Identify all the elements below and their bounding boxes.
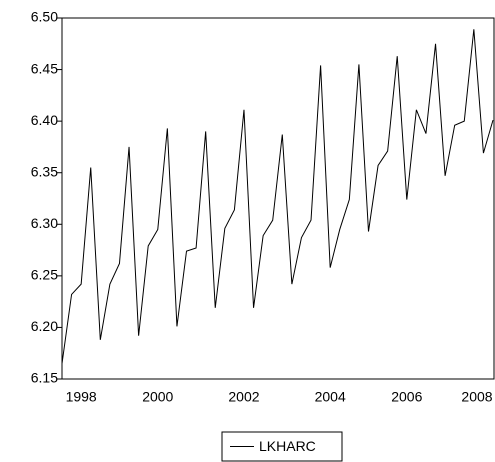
y-tick-label: 6.25 [31,267,58,283]
series-line [61,29,494,364]
y-tick-label: 6.20 [31,318,58,334]
y-tick-label: 6.40 [31,112,58,128]
x-tick-label: 2000 [142,389,173,405]
x-tick-label: 2006 [391,389,422,405]
x-tick-label: 1998 [66,389,97,405]
plot-frame [61,17,495,380]
x-tick-label: 2004 [315,389,346,405]
y-tick-label: 6.50 [31,9,58,25]
y-tick-label: 6.15 [31,370,58,386]
y-tick-label: 6.30 [31,215,58,231]
x-tick-label: 2002 [228,389,259,405]
y-tick-label: 6.45 [31,60,58,76]
x-tick-label: 2008 [461,389,492,405]
y-tick-label: 6.35 [31,163,58,179]
legend-label: LKHARC [259,438,316,454]
